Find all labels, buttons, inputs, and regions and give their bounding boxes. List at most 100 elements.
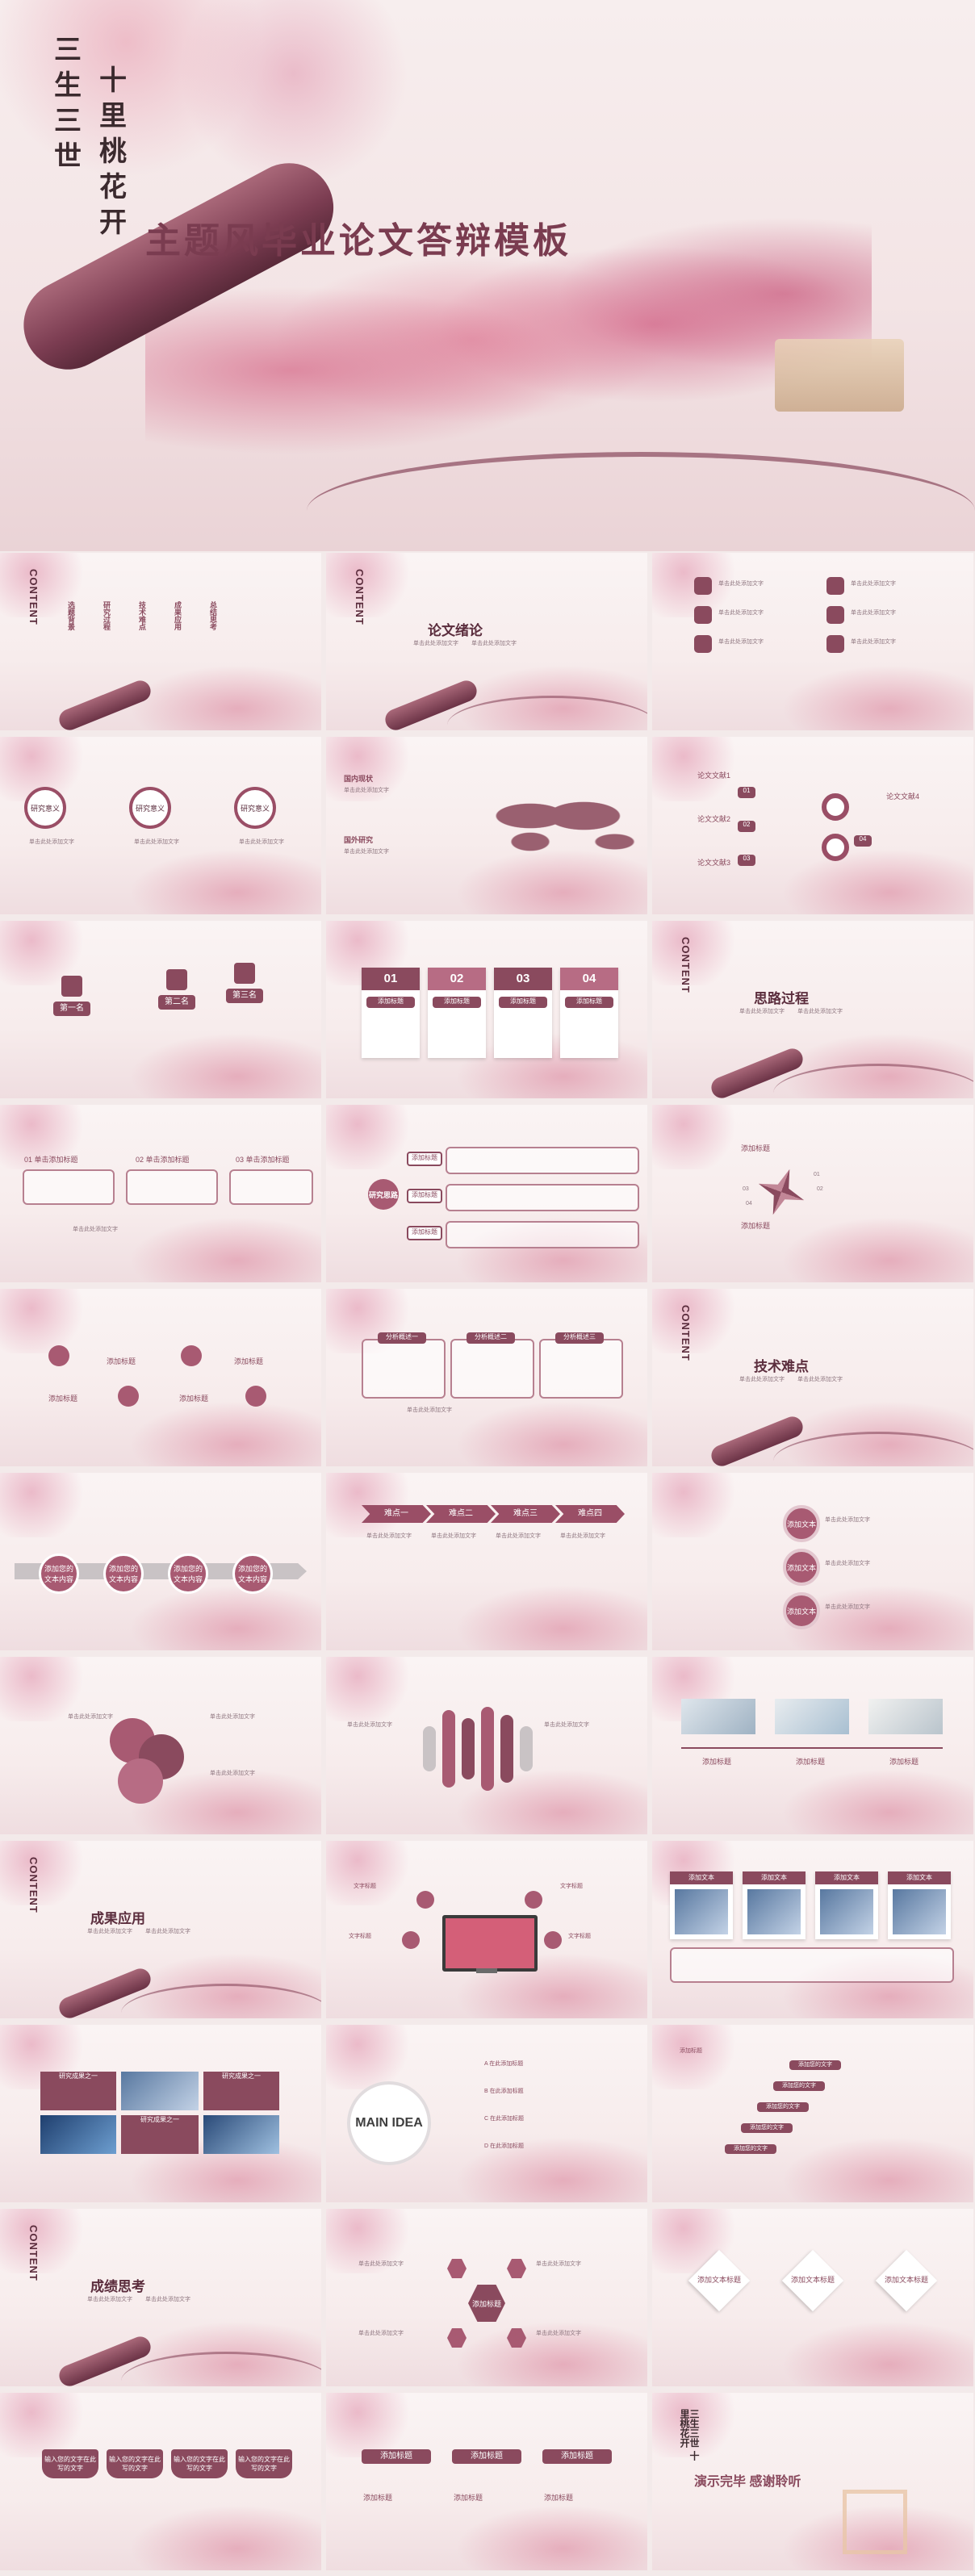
slide-icon-grid[interactable]: 单击此处添加文字 单击此处添加文字 单击此处添加文字 单击此处添加文字 单击此处… bbox=[652, 553, 973, 730]
analysis-tab-3[interactable]: 分析概述三 bbox=[555, 1332, 604, 1344]
bloom-decoration bbox=[652, 2393, 757, 2457]
slide-main-idea[interactable]: MAIN IDEA A 在此添加标题 B 在此添加标题 C 在此添加标题 D 在… bbox=[326, 2025, 647, 2202]
card-title: 添加标题 bbox=[565, 997, 613, 1008]
slide-diamonds[interactable]: 添加文本标题 添加文本标题 添加文本标题 bbox=[652, 2209, 973, 2386]
rank-third: 第三名 bbox=[226, 989, 263, 1003]
bloom-decoration bbox=[652, 1473, 757, 1537]
slide-timeline-arrow[interactable]: 添加您的文本内容 添加您的文本内容 添加您的文本内容 添加您的文本内容 bbox=[0, 1473, 321, 1650]
idea-text-box bbox=[446, 1184, 639, 1211]
icon-list-title: 添加标题 bbox=[234, 1357, 264, 1365]
card-1[interactable]: 01 添加标题 bbox=[362, 968, 420, 1058]
bloom-decoration bbox=[326, 737, 431, 801]
slide-toc[interactable]: CONTENT 选题背景 研究过程 技术难点 成果应用 总结思考 bbox=[0, 553, 321, 730]
slide-literature[interactable]: 论文文献1 论文文献2 论文文献3 论文文献4 01 02 03 04 bbox=[652, 737, 973, 914]
slide-section-process[interactable]: CONTENT 思路过程 单击此处添加文字 单击此处添加文字 bbox=[652, 921, 973, 1098]
trophy-icon bbox=[234, 963, 255, 984]
toc-item-3: 技术难点 bbox=[138, 601, 146, 630]
card-num: 01 bbox=[362, 968, 420, 990]
slide-four-cards[interactable]: 01 添加标题 02 添加标题 03 添加标题 04 添加标题 bbox=[326, 921, 647, 1098]
slide-four-tabs[interactable]: 输入您的文字在此写的文字 输入您的文字在此写的文字 输入您的文字在此写的文字 输… bbox=[0, 2393, 321, 2570]
bloom-decoration bbox=[652, 1289, 757, 1353]
slide-section-intro[interactable]: CONTENT 论文绪论 单击此处添加文字 单击此处添加文字 bbox=[326, 553, 647, 730]
tools-icon bbox=[694, 635, 712, 653]
trees-decoration bbox=[764, 2130, 973, 2202]
analysis-caption: 单击此处添加文字 bbox=[407, 1407, 452, 1413]
analysis-tab-1[interactable]: 分析概述一 bbox=[378, 1332, 426, 1344]
slide-results-grid[interactable]: 研究成果之一 研究成果之一 研究成果之一 bbox=[0, 2025, 321, 2202]
slide-difficulties[interactable]: 难点一 难点二 难点三 难点四 单击此处添加文字 单击此处添加文字 单击此处添加… bbox=[326, 1473, 647, 1650]
slide-photo-timeline[interactable]: 添加标题 添加标题 添加标题 bbox=[652, 1657, 973, 1834]
tab-card-1: 输入您的文字在此写的文字 bbox=[42, 2449, 98, 2478]
timeline-line bbox=[681, 1747, 943, 1749]
card-3[interactable]: 03 添加标题 bbox=[494, 968, 552, 1058]
bloom-decoration bbox=[0, 1105, 105, 1169]
section-note: 单击此处添加文字 bbox=[797, 1377, 843, 1382]
toc-item-1: 选题背景 bbox=[67, 601, 75, 630]
toc-item-4: 成果应用 bbox=[174, 601, 182, 630]
ribbon-decoration bbox=[121, 2352, 321, 2386]
literature-ring bbox=[822, 834, 849, 861]
bloom-decoration bbox=[0, 2393, 105, 2457]
card-num: 02 bbox=[428, 968, 486, 990]
slide-status[interactable]: 国内现状 单击此处添加文字 国外研究 单击此处添加文字 bbox=[326, 737, 647, 914]
icon-list-title: 添加标题 bbox=[48, 1395, 78, 1403]
hero-slide: 三生三世 十里桃花开 主题风毕业论文答辩模板 bbox=[0, 0, 975, 551]
bloom-decoration bbox=[326, 2393, 431, 2457]
slide-rankings[interactable]: 第一名 第二名 第三名 bbox=[0, 921, 321, 1098]
slide-section-reflection[interactable]: CONTENT 成绩思考 单击此处添加文字 单击此处添加文字 bbox=[0, 2209, 321, 2386]
analysis-tab-2[interactable]: 分析概述二 bbox=[467, 1332, 515, 1344]
trees-decoration bbox=[764, 1762, 973, 1834]
hex-icon bbox=[507, 2259, 526, 2278]
slide-section-results[interactable]: CONTENT 成果应用 单击此处添加文字 单击此处添加文字 bbox=[0, 1841, 321, 2018]
diamond-label-2: 添加文本标题 bbox=[790, 2276, 835, 2284]
section-title: 成果应用 bbox=[90, 1911, 145, 1926]
step-box-2 bbox=[126, 1169, 218, 1205]
trees-decoration bbox=[764, 1210, 973, 1282]
slide-petal-diagram[interactable]: 单击此处添加文字 单击此处添加文字 单击此处添加文字 bbox=[0, 1657, 321, 1834]
card-2[interactable]: 02 添加标题 bbox=[428, 968, 486, 1058]
slide-three-titles[interactable]: 添加标题 添加标题 添加标题 添加标题 添加标题 添加标题 bbox=[326, 2393, 647, 2570]
trees-decoration bbox=[437, 2498, 647, 2570]
slide-analysis[interactable]: 分析概述一 分析概述二 分析概述三 单击此处添加文字 bbox=[326, 1289, 647, 1466]
result-photo-3 bbox=[203, 2115, 279, 2154]
trees-decoration bbox=[437, 1578, 647, 1650]
stair-step-2: 添加您的文字 bbox=[773, 2081, 825, 2091]
trees-decoration bbox=[111, 1210, 321, 1282]
card-4[interactable]: 04 添加标题 bbox=[560, 968, 618, 1058]
photo-card-3[interactable]: 添加文本 bbox=[815, 1871, 878, 1939]
pinwheel-title: 添加标题 bbox=[741, 1222, 771, 1230]
photo-card-2[interactable]: 添加文本 bbox=[743, 1871, 806, 1939]
ribbon-wave bbox=[307, 452, 975, 551]
bar-5 bbox=[500, 1715, 513, 1783]
photo-card-image bbox=[893, 1889, 946, 1934]
slide-icon-list[interactable]: 添加标题 添加标题 添加标题 添加标题 bbox=[0, 1289, 321, 1466]
bloom-decoration bbox=[326, 2025, 431, 2089]
slide-three-rings[interactable]: 添加文本 添加文本 添加文本 单击此处添加文字 单击此处添加文字 单击此处添加文… bbox=[652, 1473, 973, 1650]
slide-research-idea[interactable]: 研究思路 添加标题 添加标题 添加标题 bbox=[326, 1105, 647, 1282]
pinwheel-num-1: 01 bbox=[814, 1172, 820, 1177]
slide-monitor[interactable]: 文字标题 文字标题 文字标题 文字标题 bbox=[326, 1841, 647, 2018]
slide-pinwheel[interactable]: 添加标题 添加标题 01 02 03 04 bbox=[652, 1105, 973, 1282]
slide-staircase[interactable]: 添加您的文字 添加您的文字 添加您的文字 添加您的文字 添加您的文字 添加标题 bbox=[652, 2025, 973, 2202]
slide-photo-cards[interactable]: 添加文本 添加文本 添加文本 添加文本 bbox=[652, 1841, 973, 2018]
section-note: 单击此处添加文字 bbox=[739, 1009, 785, 1014]
photo-title: 添加标题 bbox=[889, 1758, 919, 1766]
icon-caption: 单击此处添加文字 bbox=[718, 639, 764, 645]
slide-hex-diagram[interactable]: 添加标题 单击此处添加文字 单击此处添加文字 单击此处添加文字 单击此处添加文字 bbox=[326, 2209, 647, 2386]
cart-icon bbox=[525, 1891, 542, 1909]
icon-list-title: 添加标题 bbox=[107, 1357, 136, 1365]
slide-three-steps[interactable]: 01 单击添加标题 02 单击添加标题 03 单击添加标题 单击此处添加文字 bbox=[0, 1105, 321, 1282]
slide-significance[interactable]: 研究意义 研究意义 研究意义 单击此处添加文字 单击此处添加文字 单击此处添加文… bbox=[0, 737, 321, 914]
slide-bar-pills[interactable]: 单击此处添加文字 单击此处添加文字 bbox=[326, 1657, 647, 1834]
bloom-decoration bbox=[326, 2209, 431, 2273]
slide-thanks[interactable]: 三生三世 十里桃花开 演示完毕 感谢聆听 bbox=[652, 2393, 973, 2570]
hex-icon bbox=[447, 2259, 467, 2278]
photo-card-4[interactable]: 添加文本 bbox=[888, 1871, 951, 1939]
rocket-icon bbox=[826, 577, 844, 595]
icon-list-title: 添加标题 bbox=[179, 1395, 209, 1403]
analysis-box-2 bbox=[450, 1339, 534, 1399]
petal-3 bbox=[118, 1758, 163, 1804]
photo-card-1[interactable]: 添加文本 bbox=[670, 1871, 733, 1939]
idea-tag-3: 添加标题 bbox=[407, 1226, 442, 1240]
slide-section-difficulty[interactable]: CONTENT 技术难点 单击此处添加文字 单击此处添加文字 bbox=[652, 1289, 973, 1466]
